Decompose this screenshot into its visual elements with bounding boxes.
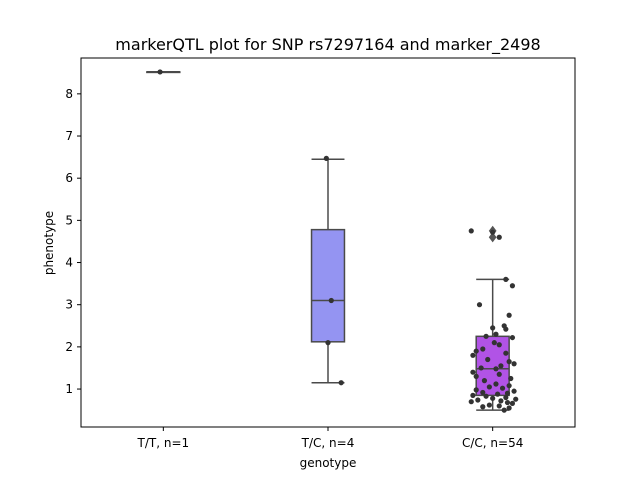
data-point — [473, 373, 479, 379]
data-point — [470, 352, 476, 358]
data-point — [328, 297, 334, 304]
data-point — [468, 228, 474, 234]
x-tick-label: T/C, n=4 — [301, 436, 355, 450]
chart-title: markerQTL plot for SNP rs7297164 and mar… — [115, 35, 540, 55]
data-point — [325, 340, 331, 346]
outlier-marker — [488, 232, 497, 243]
box-iqr — [310, 228, 346, 343]
data-point — [513, 396, 519, 402]
data-point — [486, 402, 492, 408]
data-point — [480, 346, 486, 352]
data-point — [508, 375, 514, 382]
data-point — [506, 359, 512, 365]
data-point — [509, 334, 516, 341]
data-point — [470, 392, 476, 398]
data-point — [503, 326, 509, 332]
data-point — [509, 283, 516, 289]
plot-frame — [80, 57, 576, 428]
data-point — [470, 369, 476, 375]
data-point — [496, 342, 502, 348]
data-point — [496, 403, 502, 409]
data-point — [498, 363, 504, 369]
data-point — [473, 387, 479, 393]
data-point — [504, 399, 511, 406]
x-tick-label: T/T, n=1 — [137, 436, 190, 450]
data-point — [509, 400, 516, 406]
y-axis-label: phenotype — [42, 211, 56, 275]
data-point — [498, 398, 504, 404]
plot-area: 1 2 3 4 5 6 7 8 T/T, n=1 T/C, n=4 C/C, n=54 — [65, 69, 523, 450]
y-tick-label: 3 — [65, 298, 73, 312]
data-point — [475, 397, 481, 403]
data-point — [496, 234, 502, 240]
data-point — [323, 155, 329, 161]
data-point — [483, 393, 489, 399]
data-point — [496, 371, 502, 377]
data-point — [485, 356, 491, 363]
y-tick-label: 8 — [65, 87, 73, 101]
data-point — [486, 384, 492, 390]
data-point — [503, 394, 509, 401]
data-point — [493, 381, 499, 387]
y-tick-label: 2 — [65, 340, 73, 354]
data-point — [506, 383, 512, 389]
data-point — [501, 407, 507, 413]
data-point — [480, 404, 486, 410]
data-point — [491, 340, 497, 346]
data-point — [511, 361, 517, 367]
data-point — [504, 390, 511, 396]
data-point — [506, 405, 512, 411]
y-tick-label: 5 — [65, 213, 73, 227]
data-point — [493, 331, 499, 337]
x-tick-label: C/C, n=54 — [462, 436, 523, 450]
data-point — [473, 348, 479, 354]
y-tick-label: 7 — [65, 129, 73, 143]
data-point — [506, 312, 512, 318]
data-point — [338, 380, 344, 386]
y-tick-label: 4 — [65, 256, 73, 270]
data-point — [483, 333, 489, 339]
x-axis-label: genotype — [300, 456, 357, 470]
data-point — [490, 325, 496, 331]
data-point — [478, 365, 484, 371]
data-point — [511, 388, 517, 394]
data-point — [481, 378, 488, 384]
data-point — [503, 350, 509, 356]
data-point — [490, 395, 496, 401]
data-point — [157, 69, 163, 75]
data-point — [493, 366, 499, 372]
data-point — [490, 229, 496, 235]
data-point — [468, 399, 474, 405]
data-point — [480, 389, 486, 396]
data-point — [495, 391, 501, 397]
data-point — [503, 276, 509, 282]
y-tick-label: 6 — [65, 171, 73, 185]
data-point — [499, 385, 506, 391]
y-tick-label: 1 — [65, 382, 73, 396]
data-point — [476, 302, 483, 308]
